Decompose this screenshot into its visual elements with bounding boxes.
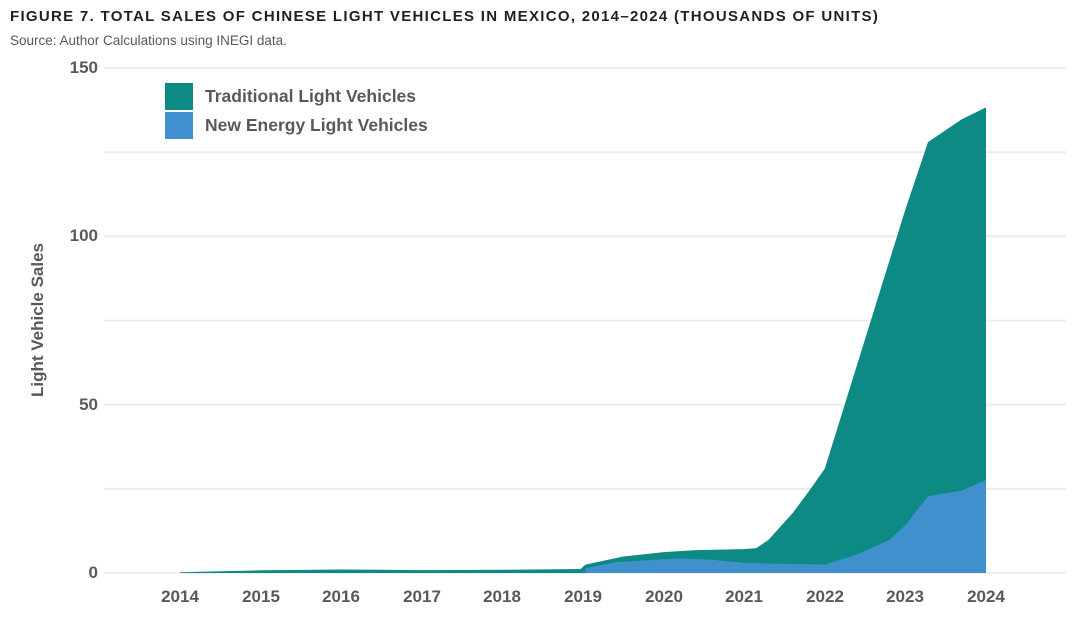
x-tick-label-2022: 2022 bbox=[806, 587, 844, 606]
x-tick-label-2018: 2018 bbox=[483, 587, 521, 606]
legend-label-traditional: Traditional Light Vehicles bbox=[205, 86, 417, 106]
legend: Traditional Light Vehicles New Energy Li… bbox=[165, 83, 428, 141]
legend-label-new-energy: New Energy Light Vehicles bbox=[205, 115, 428, 135]
legend-item-traditional: Traditional Light Vehicles bbox=[165, 83, 428, 110]
legend-swatch-new-energy bbox=[165, 112, 193, 139]
x-tick-label-2017: 2017 bbox=[403, 587, 441, 606]
x-tick-label-2015: 2015 bbox=[242, 587, 280, 606]
y-tick-label-50: 50 bbox=[79, 395, 98, 414]
x-tick-label-2021: 2021 bbox=[725, 587, 763, 606]
area-new-energy-light-vehicles bbox=[585, 480, 986, 573]
x-tick-label-2014: 2014 bbox=[161, 587, 199, 606]
area-traditional-light-vehicles bbox=[180, 107, 986, 574]
legend-item-new-energy: New Energy Light Vehicles bbox=[165, 112, 428, 139]
y-axis-title: Light Vehicle Sales bbox=[28, 242, 47, 398]
x-tick-label-2020: 2020 bbox=[645, 587, 683, 606]
legend-swatch-traditional bbox=[165, 83, 193, 110]
figure-source: Source: Author Calculations using INEGI … bbox=[10, 33, 287, 48]
x-tick-label-2016: 2016 bbox=[322, 587, 360, 606]
x-tick-label-2019: 2019 bbox=[564, 587, 602, 606]
y-tick-label-100: 100 bbox=[69, 226, 98, 245]
y-tick-label-150: 150 bbox=[69, 58, 98, 77]
x-tick-label-2024: 2024 bbox=[967, 587, 1005, 606]
x-tick-label-2023: 2023 bbox=[886, 587, 924, 606]
y-tick-label-0: 0 bbox=[88, 563, 98, 582]
figure-title: FIGURE 7. TOTAL SALES OF CHINESE LIGHT V… bbox=[10, 8, 880, 25]
